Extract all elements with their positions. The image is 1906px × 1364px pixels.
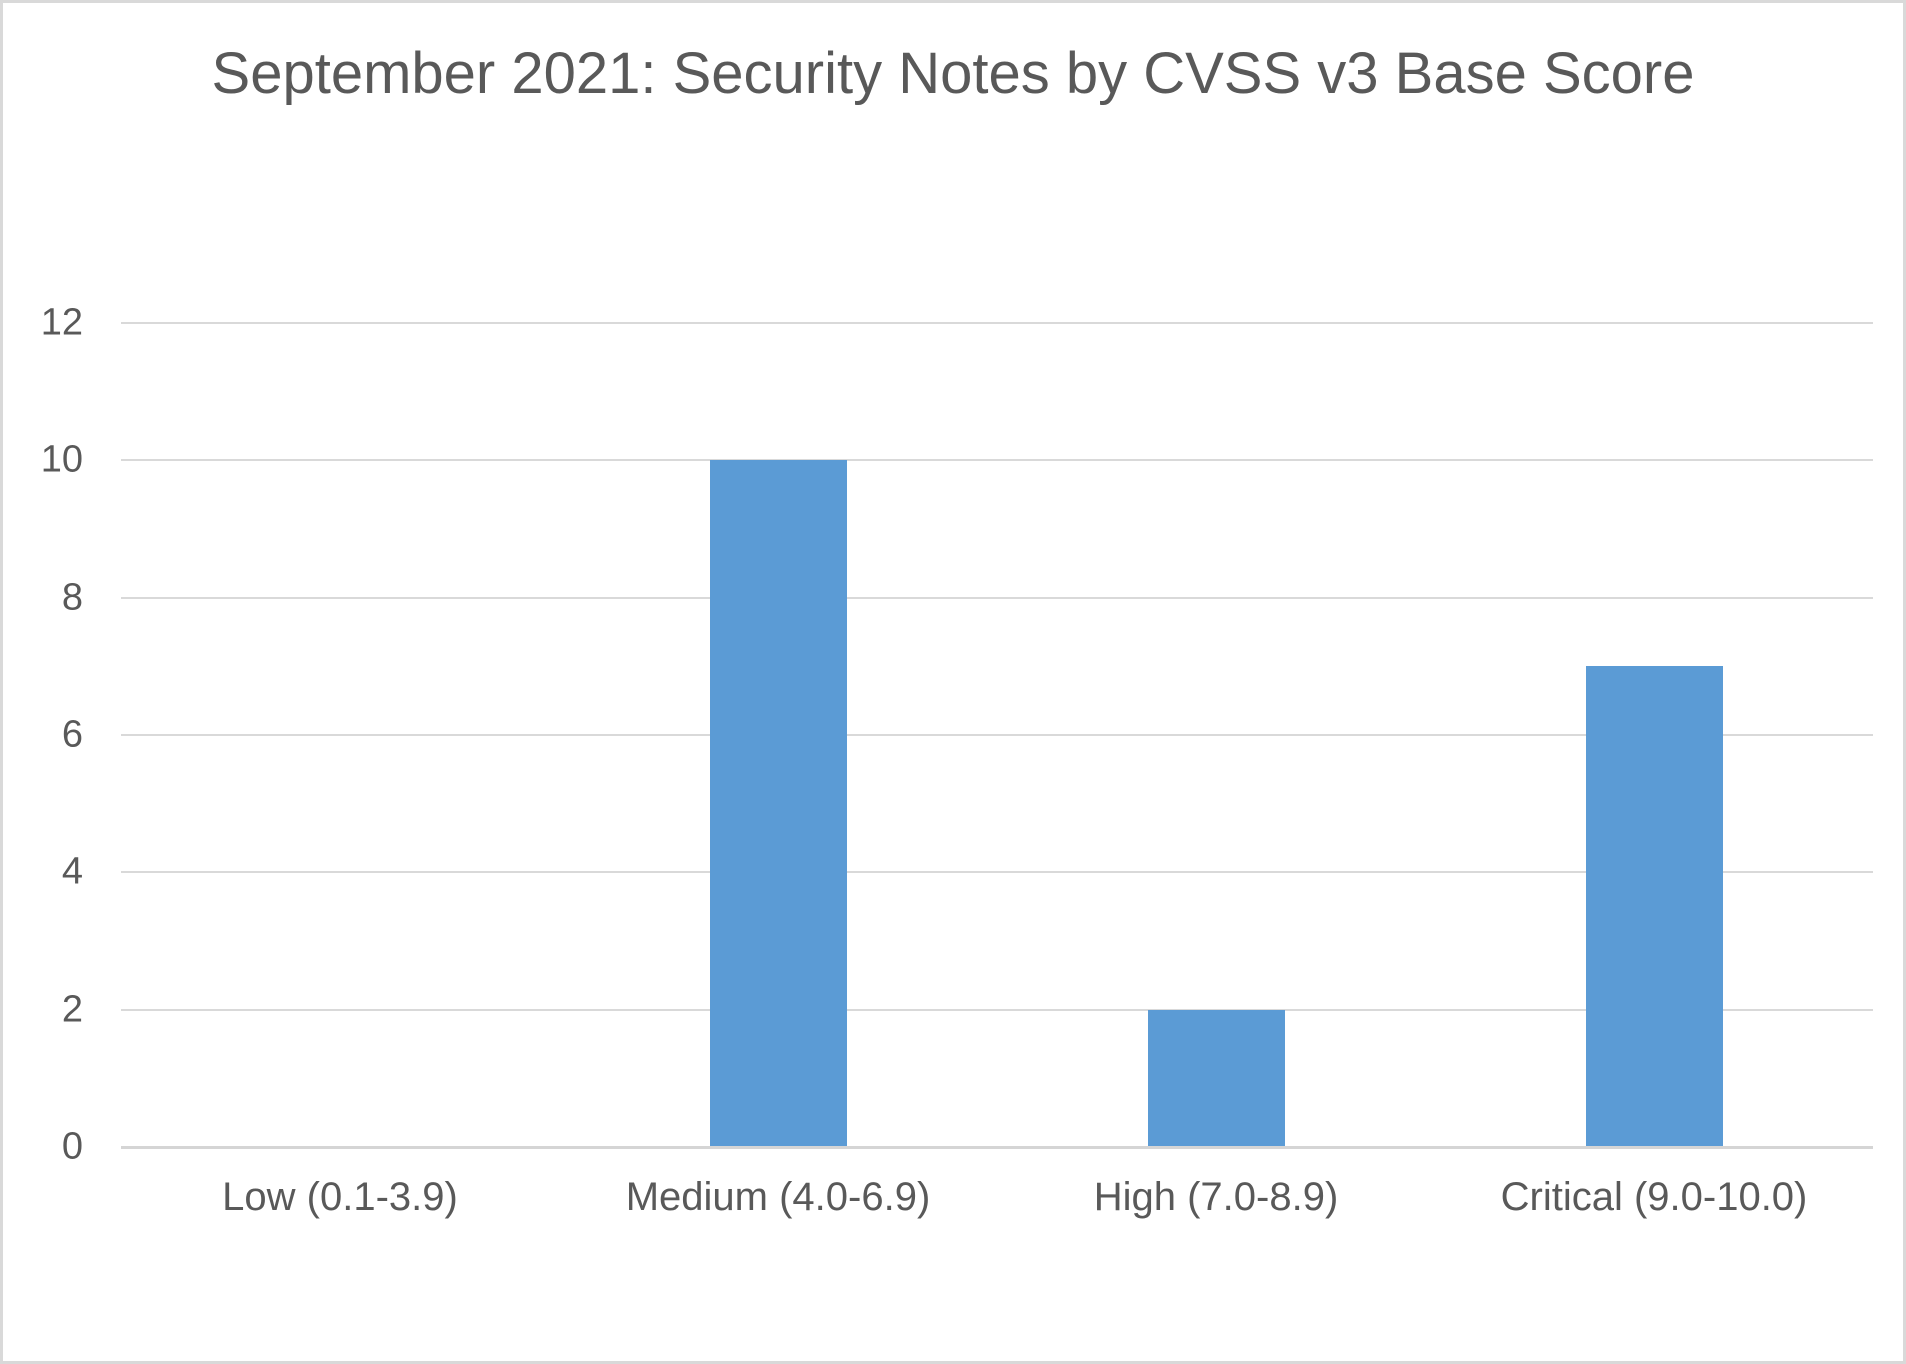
chart-title: September 2021: Security Notes by CVSS v… [211,41,1695,106]
gridline [121,1008,1873,1011]
gridline [121,596,1873,599]
x-category-label: Medium (4.0-6.9) [625,1175,931,1219]
gridline [121,322,1873,324]
y-tick-label: 0 [61,1125,83,1168]
bar [1585,666,1723,1147]
y-tick-label: 6 [61,713,83,756]
gridline [121,734,1873,736]
y-tick-label: 10 [40,438,83,481]
y-tick-label: 4 [61,850,83,893]
bar [709,460,847,1147]
gridline [121,459,1873,462]
y-tick-label: 2 [61,988,83,1031]
x-category-label: Low (0.1-3.9) [222,1175,458,1219]
y-tick-label: 8 [61,576,83,619]
y-tick-label: 12 [40,301,83,344]
x-axis-line [121,1146,1873,1149]
gridline [121,871,1873,874]
x-category-label: High (7.0-8.9) [1093,1175,1339,1219]
x-category-label: Critical (9.0-10.0) [1500,1175,1808,1219]
bar [1147,1009,1285,1147]
